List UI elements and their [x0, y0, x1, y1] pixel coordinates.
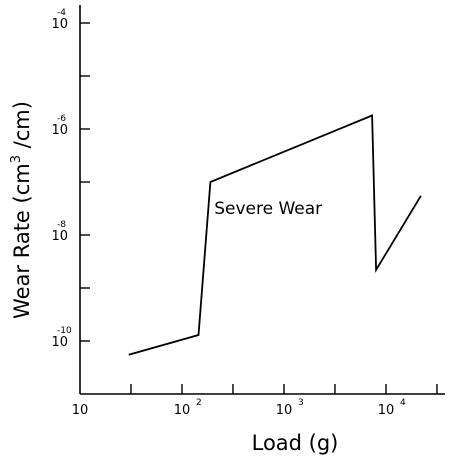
y-tick-label-exponent: -4 — [57, 8, 66, 18]
series-group — [128, 114, 422, 356]
x-tick-labels: 10 10 2 10 3 10 4 — [72, 398, 406, 418]
x-ticks — [130, 384, 438, 394]
y-axis-label-sup: 3 — [9, 155, 24, 163]
series-line — [128, 114, 422, 356]
annotations: Severe Wear — [214, 199, 322, 219]
y-axis-label-tail: /cm) — [10, 101, 34, 155]
y-tick-label: 10 — [51, 335, 68, 350]
y-tick-label-exponent: -6 — [57, 114, 66, 124]
x-tick-label: 10 — [378, 403, 395, 418]
y-tick-label-exponent: -8 — [57, 220, 66, 230]
y-tick-label: 10 — [51, 123, 68, 138]
annotation-label: Severe Wear — [214, 199, 322, 219]
x-tick-label: 10 — [72, 403, 89, 418]
x-tick-label-exponent: 3 — [298, 398, 304, 408]
y-tick-labels: 10-410-610-810-10 — [51, 8, 72, 350]
x-tick-label-exponent: 2 — [196, 398, 202, 408]
x-axis-label: Load (g) — [252, 431, 339, 455]
x-tick-label: 10 — [276, 403, 293, 418]
y-axis-label-group: Wear Rate (cm3 /cm) — [9, 101, 34, 319]
y-tick-label: 10 — [51, 17, 68, 32]
x-tick-label-exponent: 4 — [400, 398, 406, 408]
y-axis-label-main: Wear Rate (cm — [10, 163, 34, 319]
y-tick-label-exponent: -10 — [57, 326, 72, 336]
y-axis-label: Wear Rate (cm3 /cm) — [9, 101, 34, 319]
y-tick-label: 10 — [51, 229, 68, 244]
axes — [79, 5, 445, 395]
x-tick-label: 10 — [174, 403, 191, 418]
y-ticks — [80, 22, 90, 342]
